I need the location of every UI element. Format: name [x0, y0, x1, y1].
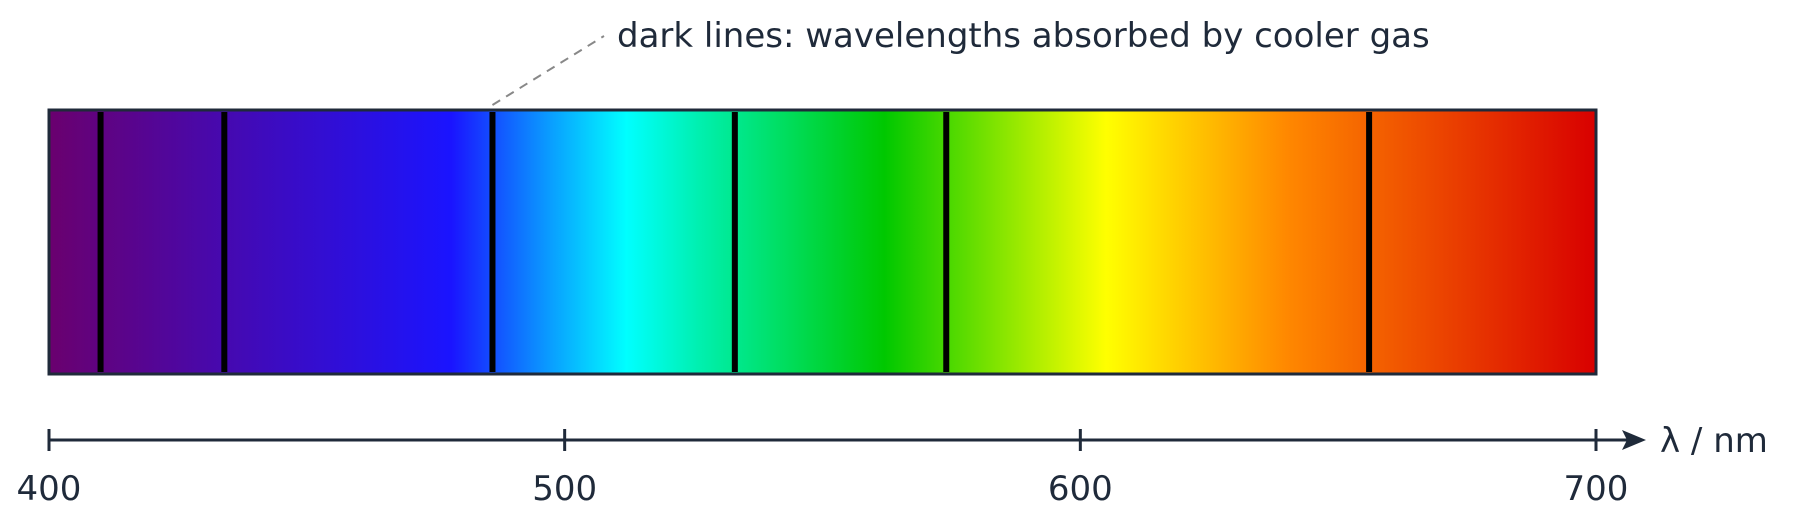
axis-tick-label: 600 [1048, 469, 1113, 509]
spectrum-frame [47, 108, 1598, 376]
axis-tick-label: 700 [1564, 469, 1629, 509]
axis-ticks: 400 500 600 700 [17, 429, 1629, 509]
absorption-lines [97, 112, 1373, 372]
axis-arrowhead [1622, 430, 1646, 450]
axis-label: λ / nm [1660, 421, 1768, 461]
axis-tick-label: 400 [17, 469, 82, 509]
spectrum-band [49, 110, 1596, 374]
annotation-text: dark lines: wavelengths absorbed by cool… [617, 16, 1430, 56]
annotation-leader-line [491, 35, 605, 106]
axis-tick-label: 500 [532, 469, 597, 509]
